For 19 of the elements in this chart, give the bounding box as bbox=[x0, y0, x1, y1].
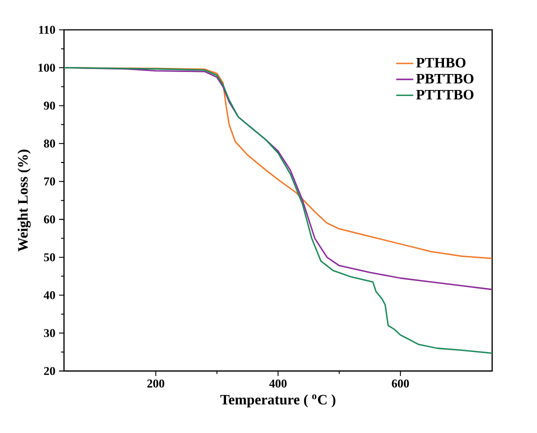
x-tick-label: 200 bbox=[147, 380, 164, 388]
y-tick-label: 100 bbox=[38, 64, 56, 72]
y-tick-label: 80 bbox=[44, 140, 56, 148]
legend-label: PBTTBO bbox=[416, 74, 474, 84]
x-tick-label: 400 bbox=[269, 380, 287, 388]
y-tick-label: 70 bbox=[44, 177, 56, 186]
y-tick-label: 60 bbox=[44, 215, 56, 224]
y-axis-title: Weight Loss (%) bbox=[18, 150, 31, 252]
x-tick-label: 600 bbox=[392, 380, 409, 388]
x-axis-title: Temperature ( $^{o}$C ) bbox=[220, 394, 336, 408]
y-tick-label: 50 bbox=[44, 253, 56, 262]
y-tick-label: 20 bbox=[44, 366, 56, 376]
y-tick-label: 40 bbox=[44, 291, 56, 300]
y-tick-label: 110 bbox=[39, 26, 56, 34]
legend-label: PTHBO bbox=[416, 58, 466, 68]
legend-label: PTTTBO bbox=[416, 90, 474, 100]
y-tick-label: 30 bbox=[44, 329, 56, 338]
y-tick-label: 90 bbox=[44, 102, 56, 110]
line-series bbox=[64, 67, 492, 354]
